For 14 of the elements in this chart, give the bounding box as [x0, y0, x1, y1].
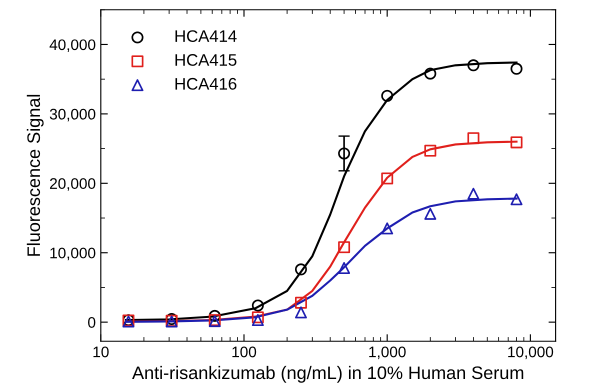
x-tick-label: 10	[93, 346, 109, 358]
x-tick-label: 10,000	[508, 346, 554, 360]
x-tick-label: 1,000	[369, 346, 406, 360]
y-tick-label: 20,000	[50, 178, 96, 191]
x-axis-title: Anti-risankizumab (ng/mL) in 10% Human Serum	[132, 366, 524, 383]
y-tick-label: 30,000	[50, 108, 96, 122]
legend-label: HCA415	[176, 54, 236, 66]
y-tick-label: 10,000	[50, 248, 96, 260]
legend-label: HCA414	[176, 30, 237, 42]
x-tick-label: 100	[232, 346, 256, 358]
y-tick-label: 40,000	[50, 39, 96, 52]
legend-label: HCA416	[176, 78, 236, 90]
y-axis-title: Fluorescence Signal	[26, 94, 44, 256]
y-tick-label: 0	[88, 317, 96, 328]
